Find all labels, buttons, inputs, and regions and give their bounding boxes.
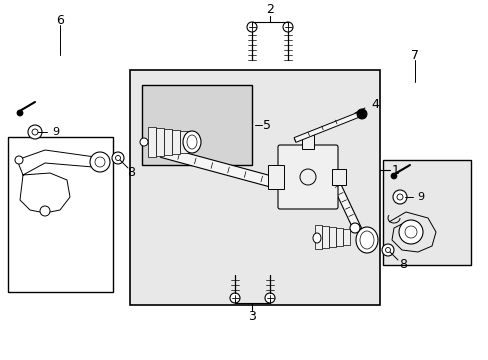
FancyBboxPatch shape (278, 145, 337, 209)
Polygon shape (160, 147, 296, 193)
Circle shape (390, 173, 396, 179)
Ellipse shape (355, 227, 377, 253)
Ellipse shape (186, 135, 197, 149)
Text: 7: 7 (410, 49, 418, 62)
Circle shape (396, 194, 402, 200)
Bar (130, 70, 379, 305)
Circle shape (90, 152, 110, 172)
Circle shape (381, 244, 393, 256)
Circle shape (349, 223, 359, 233)
Text: 6: 6 (56, 14, 64, 27)
Circle shape (392, 190, 406, 204)
Text: 9: 9 (417, 192, 424, 202)
Bar (321, 226, 328, 248)
Bar (156, 128, 163, 156)
Text: 2: 2 (265, 3, 273, 15)
Bar (335, 228, 342, 246)
Bar (342, 229, 349, 245)
Text: 8: 8 (398, 258, 406, 271)
Ellipse shape (359, 231, 373, 249)
Polygon shape (17, 150, 95, 213)
Circle shape (283, 22, 292, 32)
Text: 1: 1 (391, 163, 399, 176)
Circle shape (385, 248, 390, 252)
Circle shape (229, 293, 240, 303)
Polygon shape (330, 177, 361, 232)
Circle shape (115, 156, 120, 161)
Bar (267, 165, 284, 189)
Bar (148, 127, 156, 157)
Ellipse shape (312, 233, 320, 243)
Circle shape (356, 109, 366, 119)
Circle shape (398, 220, 422, 244)
Circle shape (246, 22, 257, 32)
Bar (163, 129, 172, 155)
Bar (302, 135, 313, 149)
Text: 8: 8 (127, 166, 135, 179)
Bar (328, 227, 335, 247)
Circle shape (264, 293, 274, 303)
Circle shape (112, 152, 124, 164)
Text: 9: 9 (52, 127, 60, 137)
Circle shape (95, 157, 105, 167)
Text: 5: 5 (263, 118, 270, 131)
Bar (8, 137, 113, 292)
Bar (180, 131, 187, 153)
Bar (382, 160, 470, 265)
Bar (172, 130, 180, 154)
Circle shape (32, 129, 38, 135)
Circle shape (299, 169, 315, 185)
Circle shape (15, 156, 23, 164)
Bar (331, 169, 346, 185)
Circle shape (404, 226, 416, 238)
Ellipse shape (183, 131, 201, 153)
Text: 3: 3 (247, 310, 255, 324)
Text: 4: 4 (370, 98, 378, 111)
Circle shape (28, 125, 42, 139)
Bar (314, 225, 321, 249)
Circle shape (140, 138, 148, 146)
Bar (142, 85, 251, 165)
Circle shape (17, 110, 23, 116)
Polygon shape (293, 113, 358, 142)
Circle shape (40, 206, 50, 216)
